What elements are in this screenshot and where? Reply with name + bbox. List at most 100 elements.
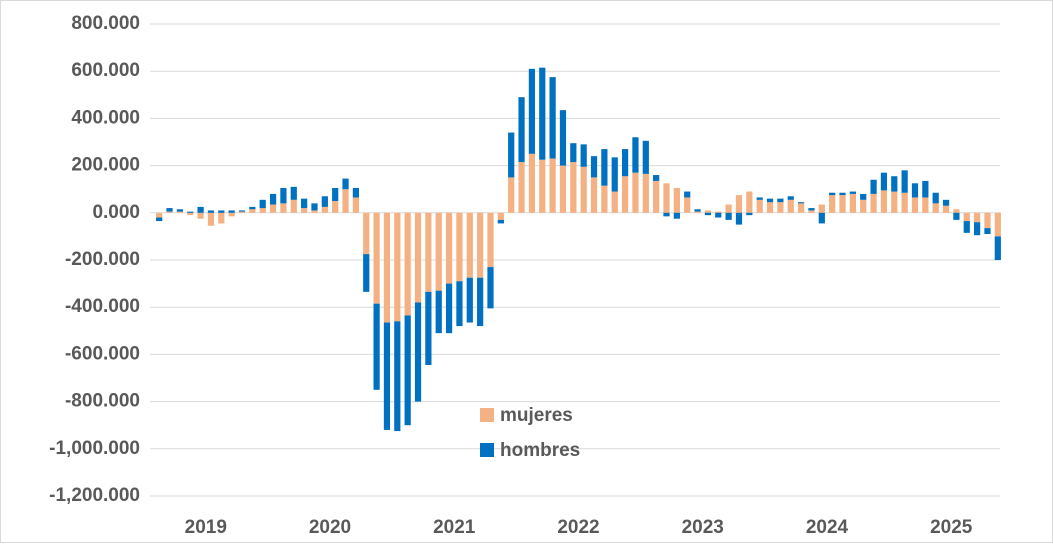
bar-segment xyxy=(238,211,246,213)
bar-segment xyxy=(249,209,256,213)
bar-segment xyxy=(673,188,680,213)
bar-segment xyxy=(425,291,432,366)
bar-segment xyxy=(456,212,463,282)
x-tick-label: 2024 xyxy=(806,517,849,538)
y-tick-label: 800.000 xyxy=(71,13,140,34)
bar-segment xyxy=(922,197,929,213)
bar-segment xyxy=(187,211,194,213)
y-tick-label: -600.000 xyxy=(65,343,140,364)
bar-segment xyxy=(922,180,929,198)
bar-segment xyxy=(497,219,504,224)
bar-segment xyxy=(301,198,308,209)
bar-segment xyxy=(207,210,215,213)
y-tick-label: -1,200.000 xyxy=(49,485,140,506)
bar-segment xyxy=(963,212,970,222)
bar-segment xyxy=(508,132,515,178)
bar-segment xyxy=(414,212,422,303)
bar-segment xyxy=(559,110,567,166)
bar-segment xyxy=(311,203,318,211)
bar-segment xyxy=(301,208,308,213)
y-tick-label: -400.000 xyxy=(65,296,140,317)
bar-segment xyxy=(249,206,256,210)
bar-segment xyxy=(166,208,173,212)
bar-segment xyxy=(746,212,753,216)
legend-label: hombres xyxy=(500,440,580,461)
y-tick-label: -200.000 xyxy=(65,249,140,270)
bar-segment xyxy=(487,267,494,309)
bar-segment xyxy=(829,195,836,213)
bar-segment xyxy=(953,212,960,220)
y-tick-label: 400.000 xyxy=(71,107,140,128)
bar-segment xyxy=(528,153,536,213)
bar-segment xyxy=(342,178,349,190)
bar-segment xyxy=(684,191,691,198)
bar-segment xyxy=(373,212,380,304)
bar-segment xyxy=(725,204,732,213)
bar-segment xyxy=(663,183,670,213)
legend-swatch xyxy=(480,408,494,422)
bar-segment xyxy=(849,193,856,213)
bar-segment xyxy=(632,137,639,173)
bar-segment xyxy=(870,179,877,194)
bar-segment xyxy=(580,166,587,213)
bar-segment xyxy=(332,188,339,201)
x-tick-label: 2025 xyxy=(930,517,973,538)
bar-segment xyxy=(518,97,525,163)
bar-segment xyxy=(839,192,846,196)
bar-segment xyxy=(735,212,743,225)
bar-segment xyxy=(880,172,888,191)
bar-segment xyxy=(425,212,432,292)
bar-segment xyxy=(860,199,867,213)
bar-segment xyxy=(218,210,225,213)
bar-segment xyxy=(166,211,173,213)
bar-segment xyxy=(808,208,815,211)
bar-segment xyxy=(787,199,794,213)
bar-segment xyxy=(911,197,919,213)
bar-segment xyxy=(528,68,536,154)
x-tick-label: 2019 xyxy=(185,517,227,538)
y-tick-label: -800.000 xyxy=(65,391,140,412)
bar-segment xyxy=(228,210,235,213)
bar-segment xyxy=(694,211,701,213)
bar-segment xyxy=(653,180,660,213)
bar-segment xyxy=(725,212,732,220)
bar-segment xyxy=(549,158,556,213)
bar-segment xyxy=(715,211,722,213)
bar-segment xyxy=(756,197,763,200)
x-tick-label: 2020 xyxy=(309,517,351,538)
bar-segment xyxy=(932,203,939,213)
bar-segment xyxy=(290,199,297,213)
bar-segment xyxy=(642,140,649,174)
bar-segment xyxy=(942,199,950,206)
y-tick-label: -1,000.000 xyxy=(49,438,140,459)
bar-segment xyxy=(694,209,701,212)
bar-segment xyxy=(715,212,722,218)
bar-segment xyxy=(735,195,743,213)
bar-segment xyxy=(321,206,328,213)
bar-segment xyxy=(849,191,856,194)
bar-segment xyxy=(466,277,473,323)
bar-segment xyxy=(373,303,380,390)
x-tick-label: 2023 xyxy=(682,517,724,538)
bar-segment xyxy=(756,199,763,213)
bar-segment xyxy=(259,199,266,209)
bar-segment xyxy=(994,212,1001,237)
bar-segment xyxy=(901,192,908,213)
bar-segment xyxy=(632,172,639,213)
bar-segment xyxy=(383,322,391,430)
bar-segment xyxy=(197,212,204,219)
bar-segment xyxy=(901,170,908,193)
bar-segment xyxy=(477,277,484,327)
bar-segment xyxy=(156,217,163,222)
y-tick-label: 200.000 xyxy=(71,155,140,176)
bar-segment xyxy=(653,175,660,181)
bar-segment xyxy=(187,212,194,216)
bar-segment xyxy=(404,212,411,316)
bar-segment xyxy=(580,144,587,167)
bar-segment xyxy=(942,205,950,213)
bar-segment xyxy=(414,302,422,402)
bar-segment xyxy=(404,315,411,426)
bar-segment xyxy=(963,221,970,233)
bar-segment xyxy=(777,198,784,203)
